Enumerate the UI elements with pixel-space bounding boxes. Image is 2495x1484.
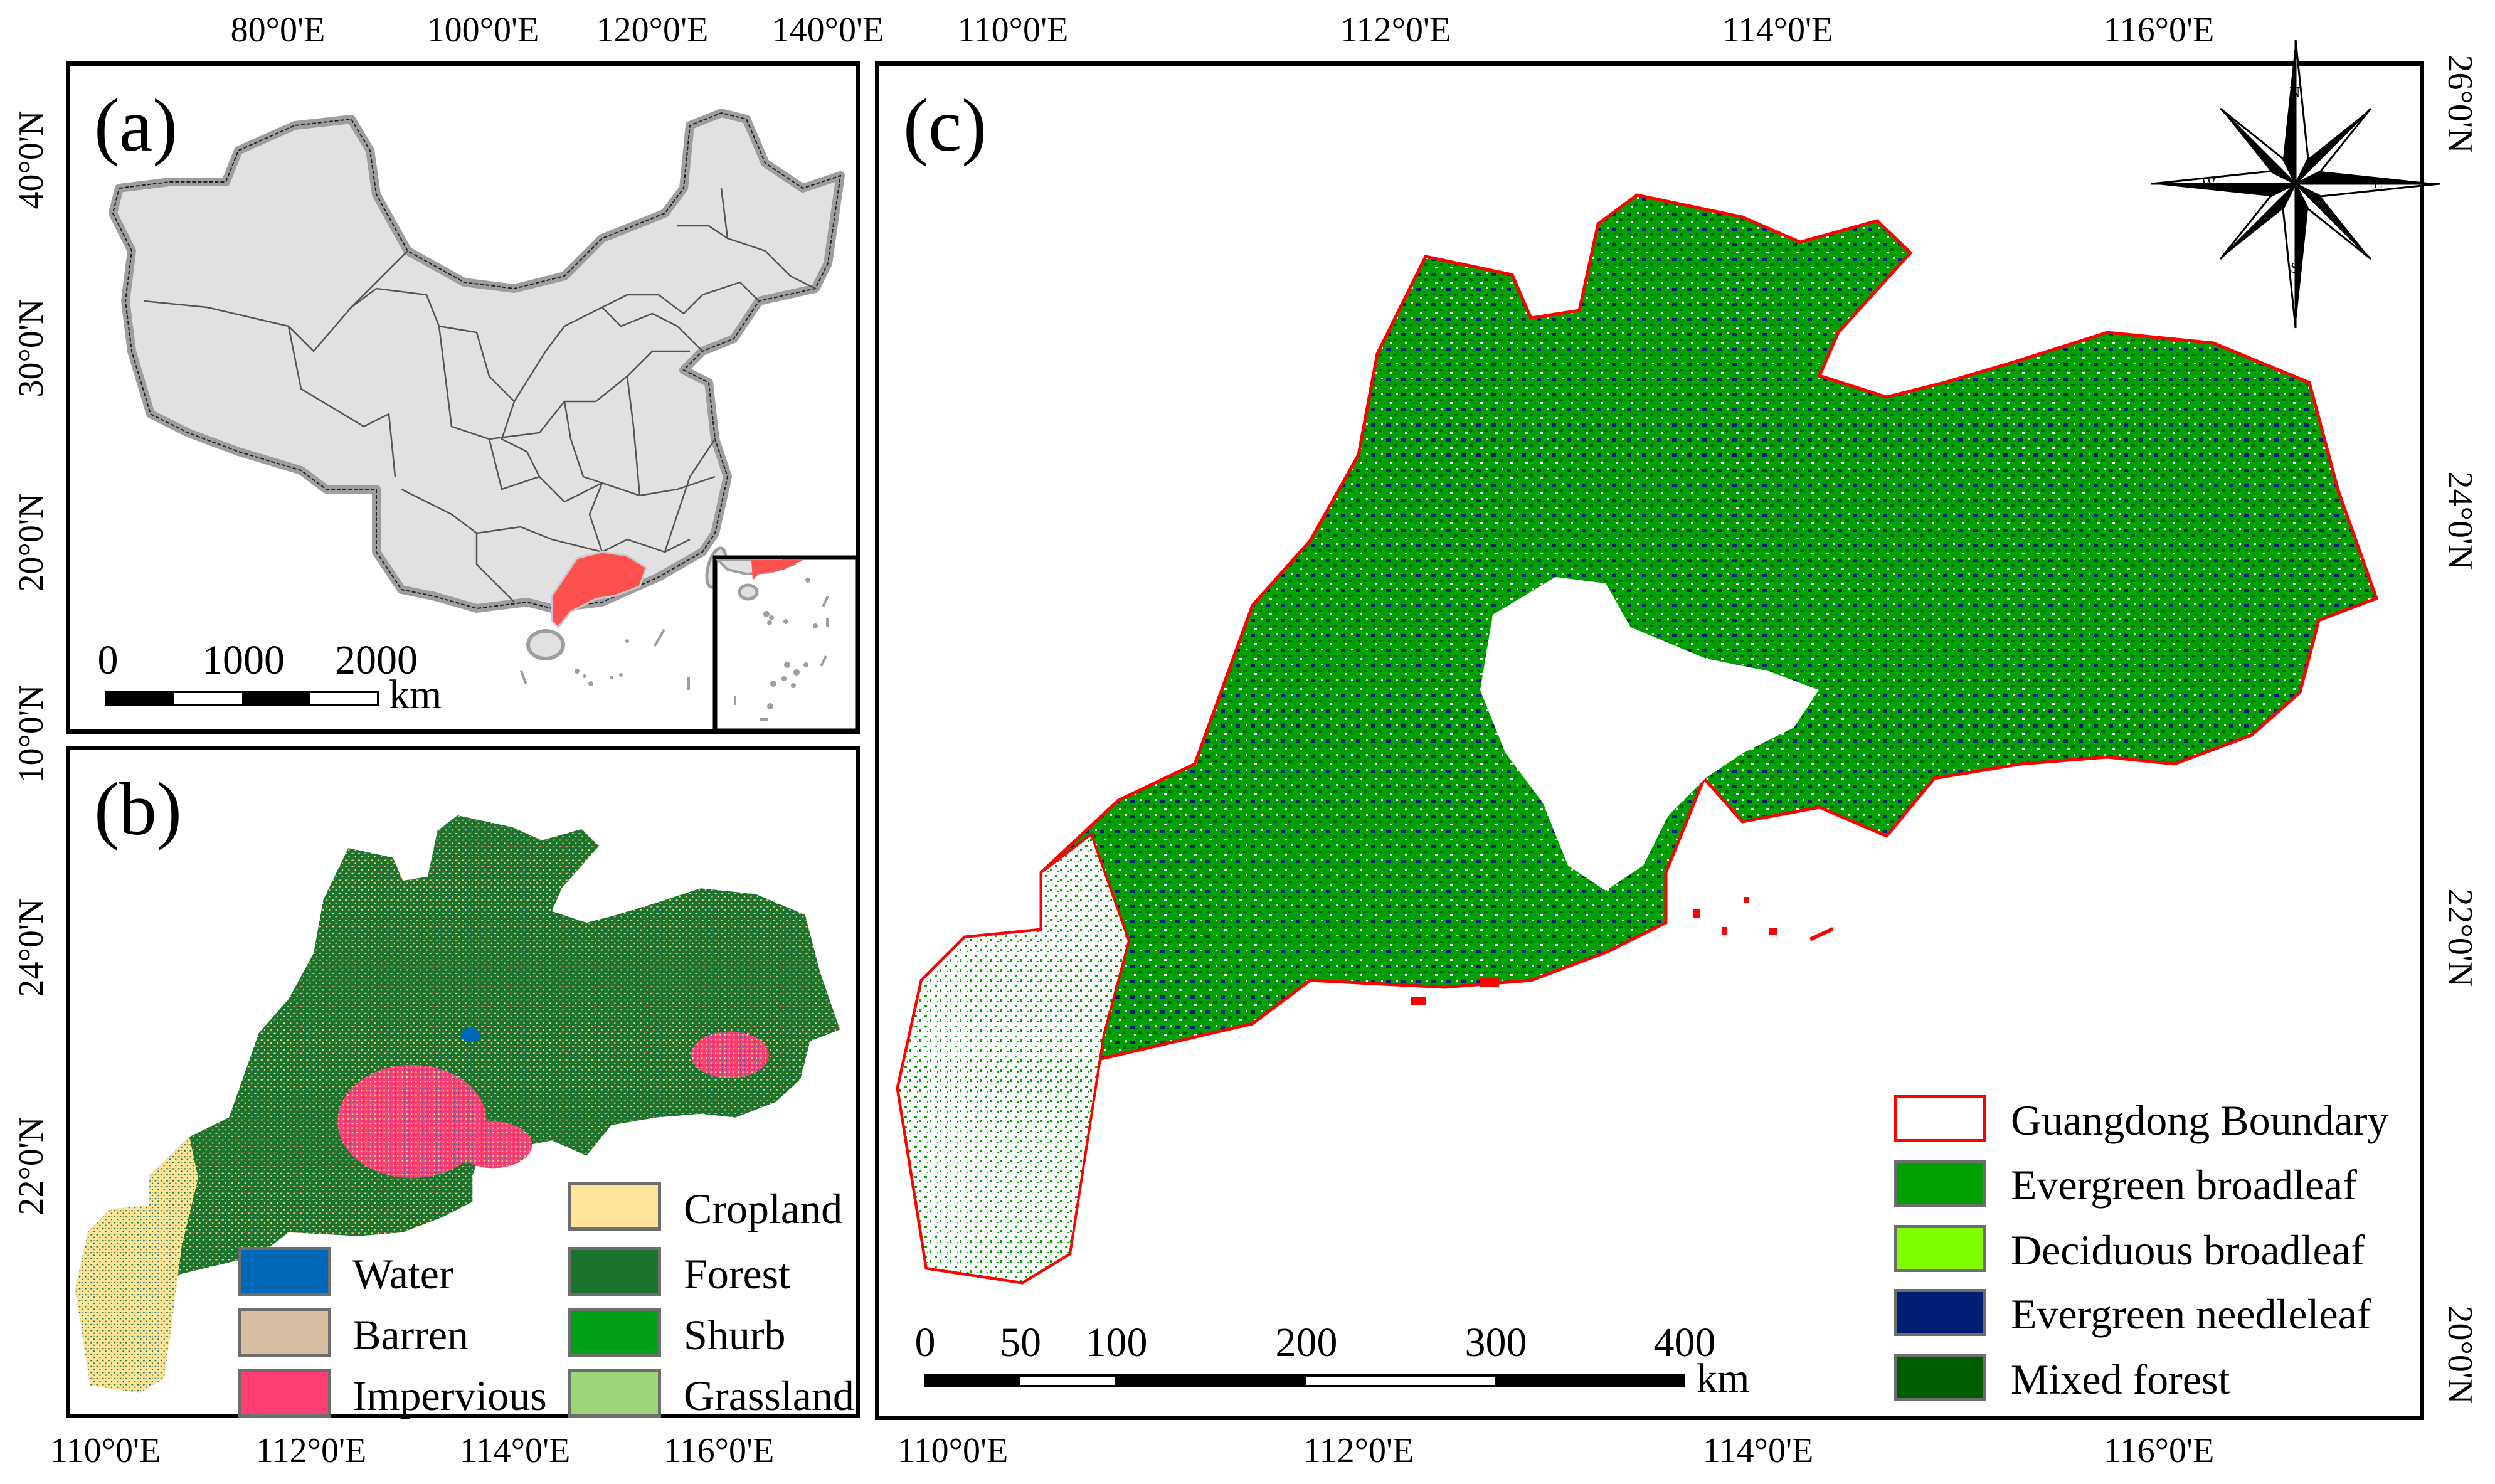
panel-c-top-tick-116e: 116°0'E xyxy=(2103,11,2215,50)
legend-label-cropland: Cropland xyxy=(684,1185,843,1232)
panel-b-bottom-tick-110e: 110°0'E xyxy=(50,1431,161,1470)
compass-north-label: N xyxy=(2289,85,2301,101)
south-sea-islands xyxy=(519,629,690,690)
legend-label-impervious: Impervious xyxy=(352,1372,547,1419)
compass-south-label: S xyxy=(2291,260,2299,277)
panel-c-top-tick-112e: 112°0'E xyxy=(1340,11,1451,50)
compass-west-label: W xyxy=(2201,176,2216,192)
panel-c-scale-bar xyxy=(924,1374,1685,1387)
panel-a-top-tick-80e: 80°0'E xyxy=(230,11,326,50)
legend-label-forest: Forest xyxy=(684,1250,790,1298)
panel-c-scale-label-100: 100 xyxy=(1085,1320,1148,1365)
panel-b-label: (b) xyxy=(94,767,182,851)
legend-swatch-forest xyxy=(568,1247,661,1296)
legend-swatch-guangdong-boundary xyxy=(1894,1095,1986,1142)
panel-c-top-tick-114e: 114°0'E xyxy=(1722,11,1833,50)
panel-a-top-tick-140e: 140°0'E xyxy=(771,11,884,50)
panel-a-label: (a) xyxy=(94,83,178,167)
compass-east-label: E xyxy=(2373,176,2383,192)
legend-swatch-impervious xyxy=(238,1369,331,1418)
panel-c-top-tick-110e: 110°0'E xyxy=(957,11,1069,50)
province-boundaries xyxy=(144,188,816,603)
legend-swatch-cropland xyxy=(568,1182,661,1231)
guangdong-highlight xyxy=(551,551,647,629)
panel-a-scale-label-2000: 2000 xyxy=(335,637,418,683)
panel-b-bottom-tick-114e: 114°0'E xyxy=(459,1431,571,1470)
legend-label-evergreen-needleleaf: Evergreen needleleaf xyxy=(2011,1290,2371,1338)
panel-b-bottom-tick-112e: 112°0'E xyxy=(255,1431,367,1470)
inset-contents xyxy=(715,559,829,721)
hainan-island xyxy=(526,629,565,660)
legend-label-guangdong-boundary: Guangdong Boundary xyxy=(2011,1096,2389,1144)
panel-c-bottom-tick-114e: 114°0'E xyxy=(1702,1431,1814,1470)
legend-swatch-water xyxy=(238,1247,331,1296)
legend-label-mixed-forest: Mixed forest xyxy=(2011,1355,2230,1403)
panel-b-landcover-map xyxy=(75,815,840,1393)
panel-c-scale-label-0: 0 xyxy=(914,1320,936,1365)
legend-label-barren: Barren xyxy=(352,1311,469,1359)
south-china-sea-inset xyxy=(712,555,860,733)
panel-c-scale-label-50: 50 xyxy=(1000,1320,1041,1365)
panel-c-bottom-tick-112e: 112°0'E xyxy=(1303,1431,1414,1470)
legend-swatch-barren xyxy=(238,1308,331,1357)
legend-label-grassland: Grassland xyxy=(684,1372,854,1419)
legend-label-water: Water xyxy=(352,1250,453,1298)
panel-a-scale-bar xyxy=(105,691,379,706)
legend-swatch-evergreen-broadleaf xyxy=(1894,1160,1986,1207)
panel-c-scale-label-400: 400 xyxy=(1653,1320,1716,1365)
panel-a-top-tick-100e: 100°0'E xyxy=(426,11,539,50)
panel-a-top-tick-120e: 120°0'E xyxy=(596,11,709,50)
panel-c-scale-label-200: 200 xyxy=(1275,1320,1338,1365)
legend-label-deciduous-broadleaf: Deciduous broadleaf xyxy=(2011,1226,2365,1274)
legend-label-evergreen-broadleaf: Evergreen broadleaf xyxy=(2011,1161,2357,1209)
panel-c-forest-map xyxy=(898,195,2376,1283)
panel-b-bottom-tick-116e: 116°0'E xyxy=(663,1431,775,1470)
panel-c-bottom-tick-116e: 116°0'E xyxy=(2103,1431,2215,1470)
legend-swatch-deciduous-broadleaf xyxy=(1894,1225,1986,1272)
legend-label-shrub: Shurb xyxy=(684,1311,786,1359)
panel-c-scale-label-300: 300 xyxy=(1465,1320,1527,1365)
panel-c-label: (c) xyxy=(903,83,987,167)
panel-a-scale-label-1000: 1000 xyxy=(202,637,285,683)
legend-swatch-mixed-forest xyxy=(1894,1354,1986,1401)
legend-swatch-shrub xyxy=(568,1308,661,1357)
panel-a-scale-unit: km xyxy=(389,672,442,718)
panel-c-bottom-tick-110e: 110°0'E xyxy=(897,1431,1009,1470)
legend-swatch-grassland xyxy=(568,1369,661,1418)
panel-a-scale-label-0: 0 xyxy=(97,637,119,683)
panel-a-china-map xyxy=(109,109,860,733)
panel-c-scale-unit: km xyxy=(1697,1355,1750,1401)
compass-rose-icon xyxy=(2151,39,2440,329)
legend-swatch-evergreen-needleleaf xyxy=(1894,1289,1986,1336)
offshore-islands xyxy=(1411,897,1834,1005)
